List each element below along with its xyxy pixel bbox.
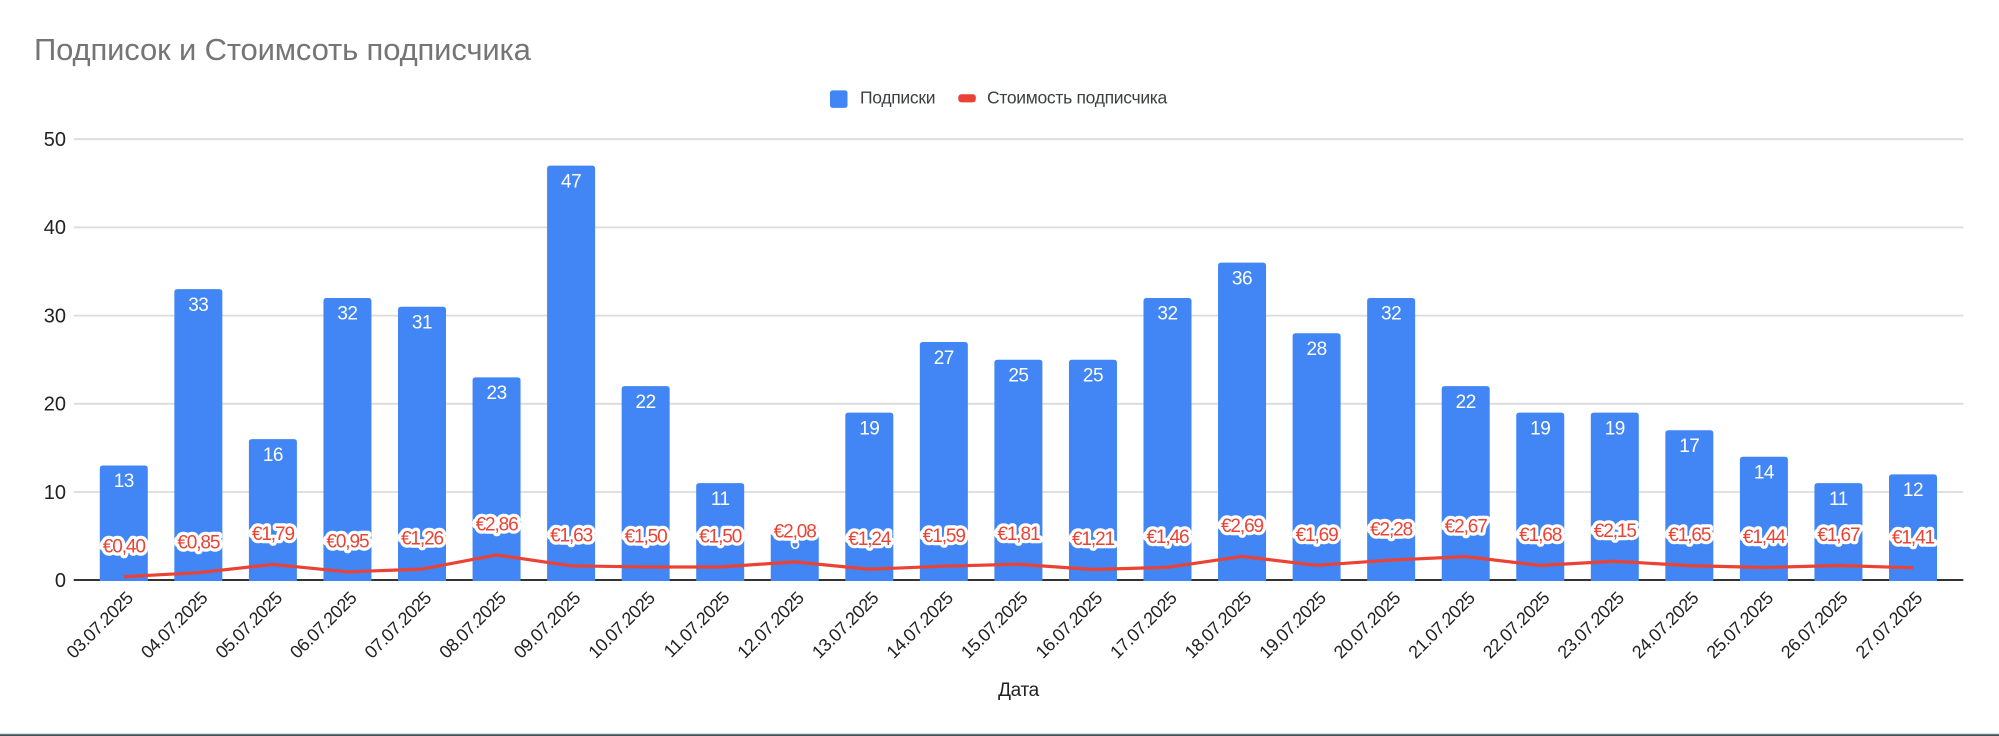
svg-text:€1,68: €1,68 xyxy=(1519,525,1562,546)
svg-text:19: 19 xyxy=(859,418,879,439)
svg-text:14: 14 xyxy=(1754,462,1775,483)
svg-text:Подписок и Стоимсоть подписчик: Подписок и Стоимсоть подписчика xyxy=(34,32,532,67)
svg-text:50: 50 xyxy=(44,129,66,151)
svg-text:€2,28: €2,28 xyxy=(1370,520,1413,541)
svg-text:10: 10 xyxy=(44,482,66,504)
svg-text:16: 16 xyxy=(263,445,283,466)
svg-text:€1,81: €1,81 xyxy=(997,524,1040,545)
svg-text:€1,59: €1,59 xyxy=(923,526,966,547)
svg-text:€1,41: €1,41 xyxy=(1892,527,1935,548)
svg-text:47: 47 xyxy=(561,171,581,192)
svg-text:€1,26: €1,26 xyxy=(401,529,444,550)
svg-text:€1,44: €1,44 xyxy=(1743,527,1787,548)
svg-text:€2,69: €2,69 xyxy=(1221,516,1264,537)
svg-text:36: 36 xyxy=(1232,268,1252,289)
svg-text:40: 40 xyxy=(44,217,66,239)
svg-text:23: 23 xyxy=(487,383,507,404)
svg-text:€1,50: €1,50 xyxy=(699,527,742,548)
svg-text:6: 6 xyxy=(790,533,800,554)
svg-text:€2,08: €2,08 xyxy=(774,522,817,543)
svg-text:27: 27 xyxy=(934,348,954,369)
svg-text:€1,63: €1,63 xyxy=(550,525,593,546)
svg-text:31: 31 xyxy=(412,313,432,334)
svg-text:€1,50: €1,50 xyxy=(625,527,668,548)
svg-text:€1,46: €1,46 xyxy=(1146,527,1189,548)
svg-text:€2,67: €2,67 xyxy=(1445,516,1488,537)
svg-text:€2,15: €2,15 xyxy=(1594,521,1637,542)
svg-text:22: 22 xyxy=(636,392,656,413)
svg-text:€1,24: €1,24 xyxy=(848,529,892,550)
svg-text:28: 28 xyxy=(1307,339,1327,360)
svg-text:€1,65: €1,65 xyxy=(1668,525,1711,546)
svg-text:19: 19 xyxy=(1605,418,1625,439)
svg-text:€0,85: €0,85 xyxy=(177,532,220,553)
svg-text:0: 0 xyxy=(55,570,66,592)
svg-text:19: 19 xyxy=(1530,418,1550,439)
svg-text:32: 32 xyxy=(1381,304,1401,325)
svg-text:25: 25 xyxy=(1008,365,1028,386)
svg-text:32: 32 xyxy=(1157,304,1177,325)
svg-text:€2,86: €2,86 xyxy=(476,515,519,536)
svg-text:22: 22 xyxy=(1456,392,1476,413)
svg-text:12: 12 xyxy=(1903,480,1923,501)
svg-text:Стоимость подписчика: Стоимость подписчика xyxy=(987,88,1168,108)
svg-text:11: 11 xyxy=(1829,489,1848,510)
svg-text:Подписки: Подписки xyxy=(860,88,935,108)
svg-text:€0,95: €0,95 xyxy=(326,531,369,552)
svg-text:€1,69: €1,69 xyxy=(1296,525,1339,546)
svg-text:13: 13 xyxy=(114,471,134,492)
svg-text:€0,40: €0,40 xyxy=(103,536,146,557)
svg-text:25: 25 xyxy=(1083,365,1103,386)
svg-text:17: 17 xyxy=(1679,436,1699,457)
svg-text:€1,21: €1,21 xyxy=(1072,529,1115,550)
svg-text:€1,67: €1,67 xyxy=(1817,525,1860,546)
svg-text:Дата: Дата xyxy=(998,680,1040,701)
svg-text:€1,79: €1,79 xyxy=(252,524,295,545)
svg-text:30: 30 xyxy=(44,305,66,327)
svg-text:33: 33 xyxy=(188,295,208,316)
svg-text:11: 11 xyxy=(711,489,730,510)
svg-text:32: 32 xyxy=(337,304,357,325)
svg-text:20: 20 xyxy=(44,394,66,416)
